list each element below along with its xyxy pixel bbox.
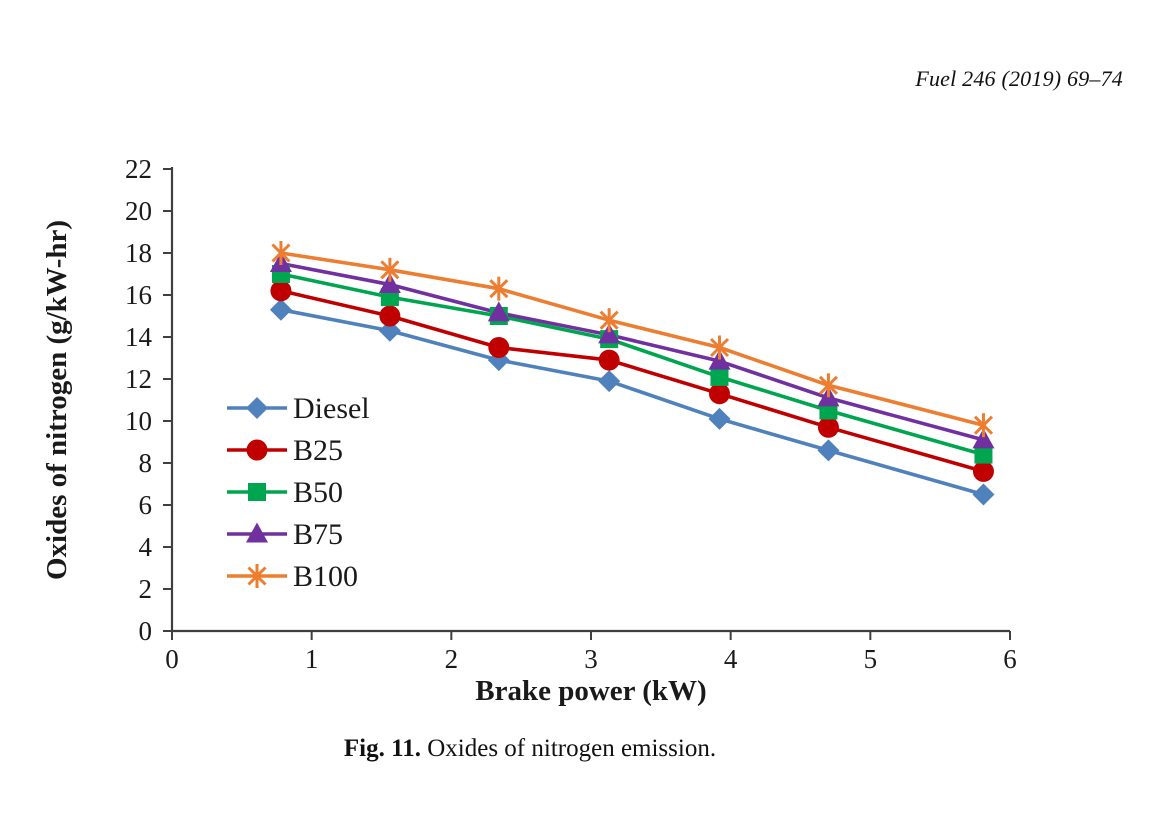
data-point-b75	[378, 273, 401, 293]
data-point-b25	[708, 383, 730, 405]
legend-marker-triangle	[246, 522, 268, 543]
y-axis-tick-label: 14	[125, 322, 153, 352]
data-point-b75	[972, 428, 995, 449]
x-axis-tick-label: 0	[165, 644, 179, 674]
star-arm	[380, 260, 400, 280]
x-axis-tick-label: 3	[584, 644, 598, 674]
journal-reference: Fuel 246 (2019) 69–74	[915, 66, 1123, 91]
data-point-diesel	[378, 319, 401, 342]
y-axis-tick-label: 8	[139, 448, 153, 478]
legend-label: B25	[293, 434, 343, 467]
legend-label: B50	[293, 476, 343, 509]
y-axis-tick-label: 4	[139, 532, 153, 562]
x-axis-tick-label: 1	[305, 644, 319, 674]
data-point-b100	[271, 241, 291, 265]
legend-item-b50: B50	[227, 476, 343, 509]
star-arm	[709, 337, 730, 358]
data-point-b100	[489, 276, 509, 301]
data-point-b100	[380, 257, 400, 282]
data-point-b25	[817, 416, 839, 438]
star-arm	[973, 415, 994, 435]
x-axis-tick-label: 5	[864, 644, 878, 674]
y-axis-tick-label: 20	[125, 196, 152, 226]
legend-marker-square	[248, 483, 266, 501]
figure-caption-text: Oxides of nitrogen emission.	[420, 735, 717, 762]
legend-label: Diesel	[293, 392, 370, 425]
star-arm	[271, 243, 291, 263]
data-point-diesel	[269, 298, 292, 321]
data-point-b100	[973, 413, 994, 438]
legend-marker-star	[247, 564, 267, 588]
legend-marker-circle	[246, 439, 268, 461]
figure-label: Fig. 11.	[343, 735, 421, 762]
data-point-b50	[710, 367, 729, 386]
y-axis-tick-label: 12	[125, 364, 152, 394]
figure-caption: Fig. 11. Oxides of nitrogen emission.	[0, 735, 1060, 763]
x-axis-tick-label: 2	[445, 644, 459, 674]
data-point-diesel	[972, 483, 995, 506]
y-axis-tick-label: 22	[125, 154, 152, 184]
legend-item-b100: B100	[227, 560, 358, 593]
data-point-diesel	[817, 439, 840, 462]
y-axis-tick-label: 6	[139, 490, 153, 520]
y-axis-tick-label: 16	[125, 280, 152, 310]
data-point-diesel	[598, 370, 621, 393]
data-point-b100	[709, 335, 730, 360]
x-axis-title: Brake power (kW)	[475, 675, 706, 707]
legend-item-b75: B75	[227, 518, 343, 551]
x-axis-tick-label: 6	[1003, 644, 1017, 674]
legend-label: B100	[293, 560, 358, 593]
y-axis-tick-label: 10	[125, 406, 152, 436]
legend-item-diesel: Diesel	[227, 392, 370, 425]
data-point-b25	[379, 305, 401, 327]
data-point-b100	[599, 308, 619, 333]
legend-label: B75	[293, 518, 343, 551]
data-point-b75	[598, 323, 621, 344]
y-axis-title: Oxides of nitrogen (g/kW-hr)	[41, 220, 73, 580]
star-arm	[599, 310, 619, 330]
data-point-b75	[708, 349, 731, 370]
legend-marker-diamond	[246, 397, 268, 419]
data-point-b25	[972, 460, 994, 482]
data-point-b75	[487, 301, 510, 322]
star-arm	[247, 566, 267, 586]
data-point-diesel	[708, 407, 731, 430]
y-axis-tick-label: 0	[139, 616, 153, 646]
data-point-b25	[270, 280, 292, 302]
data-point-b25	[598, 349, 620, 371]
legend-item-b25: B25	[227, 434, 343, 467]
y-axis-tick-label: 2	[139, 574, 153, 604]
star-arm	[489, 279, 509, 299]
data-point-b50	[974, 445, 993, 464]
data-point-b25	[488, 337, 510, 358]
y-axis-tick-label: 18	[125, 238, 152, 268]
x-axis-tick-label: 4	[724, 644, 738, 674]
star-arm	[818, 375, 838, 395]
data-point-b100	[818, 373, 838, 398]
